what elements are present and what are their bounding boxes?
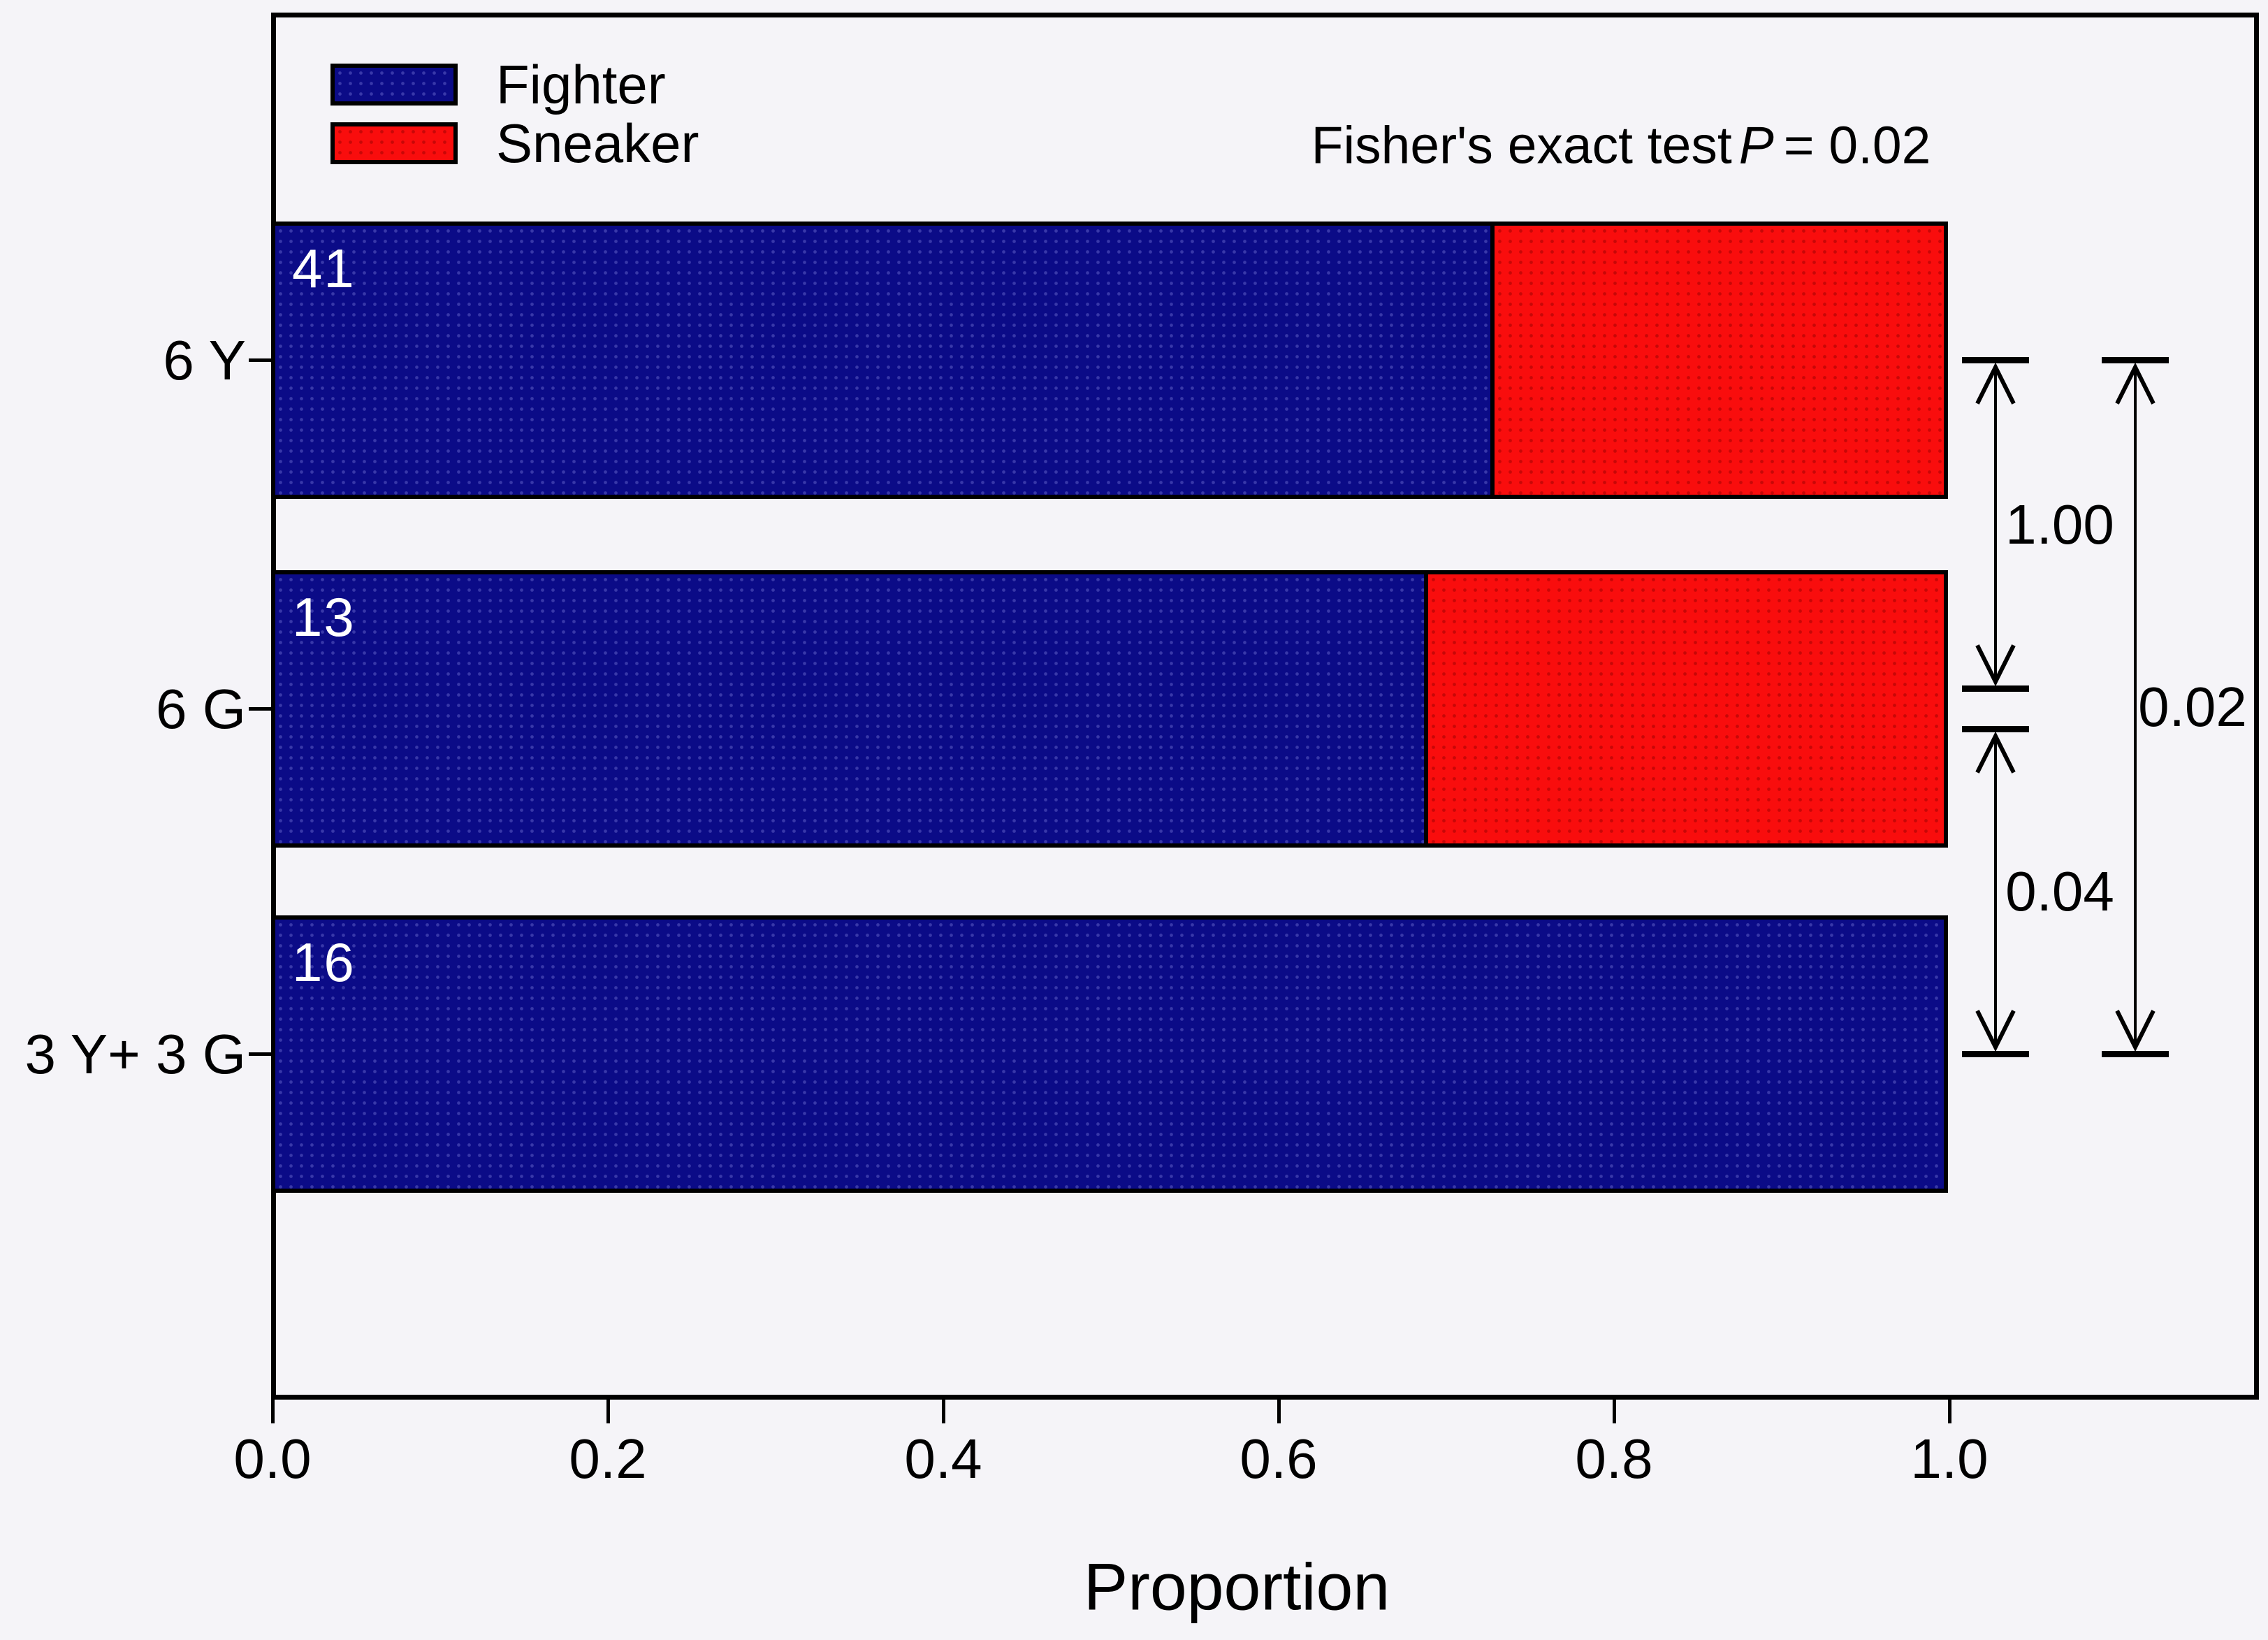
p-value-label-6-y-vs-3-y-3-g: 0.02 bbox=[2138, 676, 2247, 738]
bar-6-g-sneaker-segment bbox=[1423, 574, 1944, 843]
bar-count-label-3-y-3-g: 16 bbox=[292, 931, 356, 993]
x-axis-title: Proportion bbox=[1083, 1550, 1390, 1625]
x-tick-0.8 bbox=[1613, 1400, 1616, 1423]
y-tick-label-6-g: 6 G bbox=[156, 677, 246, 740]
bar-3-y-3-g: 16 bbox=[271, 915, 1948, 1193]
bar-6-y-fighter-segment bbox=[275, 226, 1490, 495]
bar-6-y-sneaker-segment bbox=[1490, 226, 1944, 495]
y-tick-label-3-y-3-g: 3 Y+ 3 G bbox=[24, 1022, 246, 1085]
fisher-test-annotation: Fisher's exact test P = 0.02 bbox=[1311, 119, 1931, 172]
bar-6-y: 41 bbox=[271, 222, 1948, 499]
y-tick-6-y bbox=[249, 358, 271, 362]
bar-count-label-6-y: 41 bbox=[292, 238, 356, 299]
legend-label-sneaker: Sneaker bbox=[496, 113, 699, 174]
x-tick-label-0.6: 0.6 bbox=[1240, 1428, 1318, 1490]
legend-swatch-fighter bbox=[330, 64, 458, 106]
p-value-label-6-g-vs-3-y-3-g: 0.04 bbox=[2005, 860, 2114, 922]
bar-3-y-3-g-fighter-segment bbox=[275, 920, 1944, 1189]
x-tick-label-0.2: 0.2 bbox=[569, 1428, 647, 1490]
x-tick-label-0.0: 0.0 bbox=[233, 1428, 312, 1490]
legend-swatch-sneaker bbox=[330, 122, 458, 164]
x-tick-1.0 bbox=[1948, 1400, 1951, 1423]
x-tick-0.4 bbox=[942, 1400, 945, 1423]
fisher-test-value: = 0.02 bbox=[1783, 115, 1931, 175]
p-value-label-6-y-vs-6-g: 1.00 bbox=[2005, 493, 2114, 556]
bar-6-g: 13 bbox=[271, 570, 1948, 848]
x-tick-0.0 bbox=[271, 1400, 275, 1423]
fisher-test-statistic: P bbox=[1738, 115, 1774, 175]
x-tick-0.2 bbox=[606, 1400, 610, 1423]
x-tick-0.6 bbox=[1277, 1400, 1281, 1423]
y-tick-3-y-3-g bbox=[249, 1052, 271, 1056]
bar-6-g-fighter-segment bbox=[275, 574, 1424, 843]
fisher-test-prefix: Fisher's exact test bbox=[1311, 115, 1732, 175]
x-tick-label-0.8: 0.8 bbox=[1575, 1428, 1653, 1490]
y-tick-label-6-y: 6 Y bbox=[163, 328, 246, 391]
x-tick-label-1.0: 1.0 bbox=[1910, 1428, 1989, 1490]
legend-label-fighter: Fighter bbox=[496, 54, 666, 115]
bar-count-label-6-g: 13 bbox=[292, 586, 356, 648]
y-tick-6-g bbox=[249, 707, 271, 711]
x-tick-label-0.4: 0.4 bbox=[904, 1428, 982, 1490]
